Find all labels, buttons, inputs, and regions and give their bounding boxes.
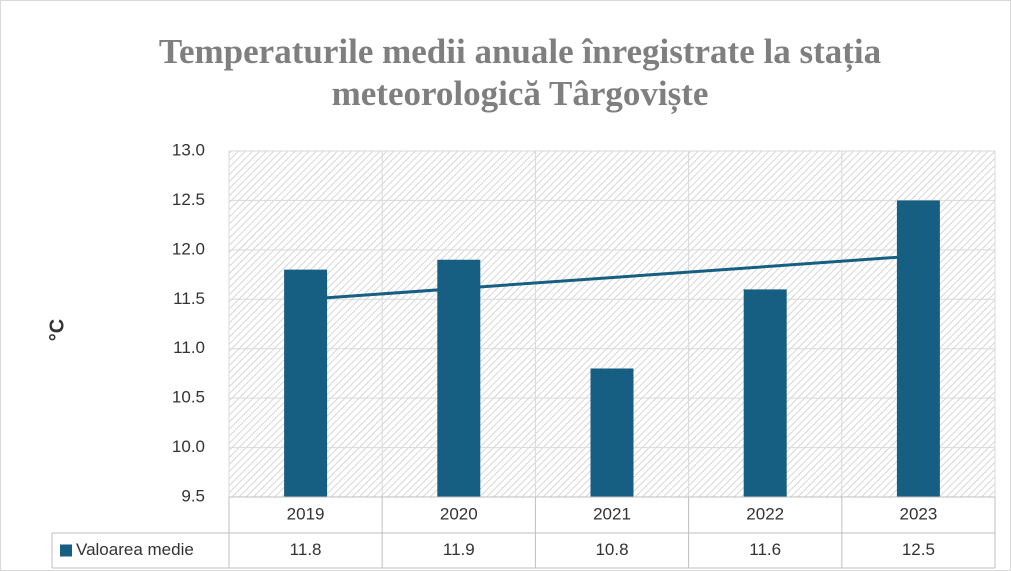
table-value: 11.8 [290,540,322,559]
legend-label: Valoarea medie [76,540,194,559]
y-tick-label: 11.5 [173,289,205,308]
x-tick-label: 2019 [287,504,325,523]
y-tick-label: 9.5 [181,486,205,505]
table-value: 12.5 [902,540,935,559]
chart-title: meteorologică Târgoviște [332,74,709,114]
y-axis-label: °C [46,319,68,341]
y-tick-label: 10.5 [172,388,205,407]
x-tick-label: 2022 [746,504,784,523]
table-value: 10.8 [595,540,628,559]
y-tick-label: 13.0 [172,140,205,159]
bar [743,289,787,497]
table-value: 11.9 [443,540,475,559]
x-tick-label: 2021 [593,504,631,523]
y-tick-label: 10.0 [172,437,205,456]
x-tick-label: 2020 [440,504,478,523]
bar [437,259,481,497]
table-value: 11.6 [749,540,781,559]
bar [896,200,940,497]
y-tick-label: 11.0 [173,338,205,357]
bar [284,269,328,497]
trendline [305,254,919,301]
y-tick-label: 12.5 [172,190,205,209]
bar [590,368,634,497]
x-tick-label: 2023 [899,504,937,523]
chart-title: Temperaturile medii anuale înregistrate … [159,32,881,72]
legend-swatch [60,544,72,557]
y-tick-label: 12.0 [172,239,205,258]
